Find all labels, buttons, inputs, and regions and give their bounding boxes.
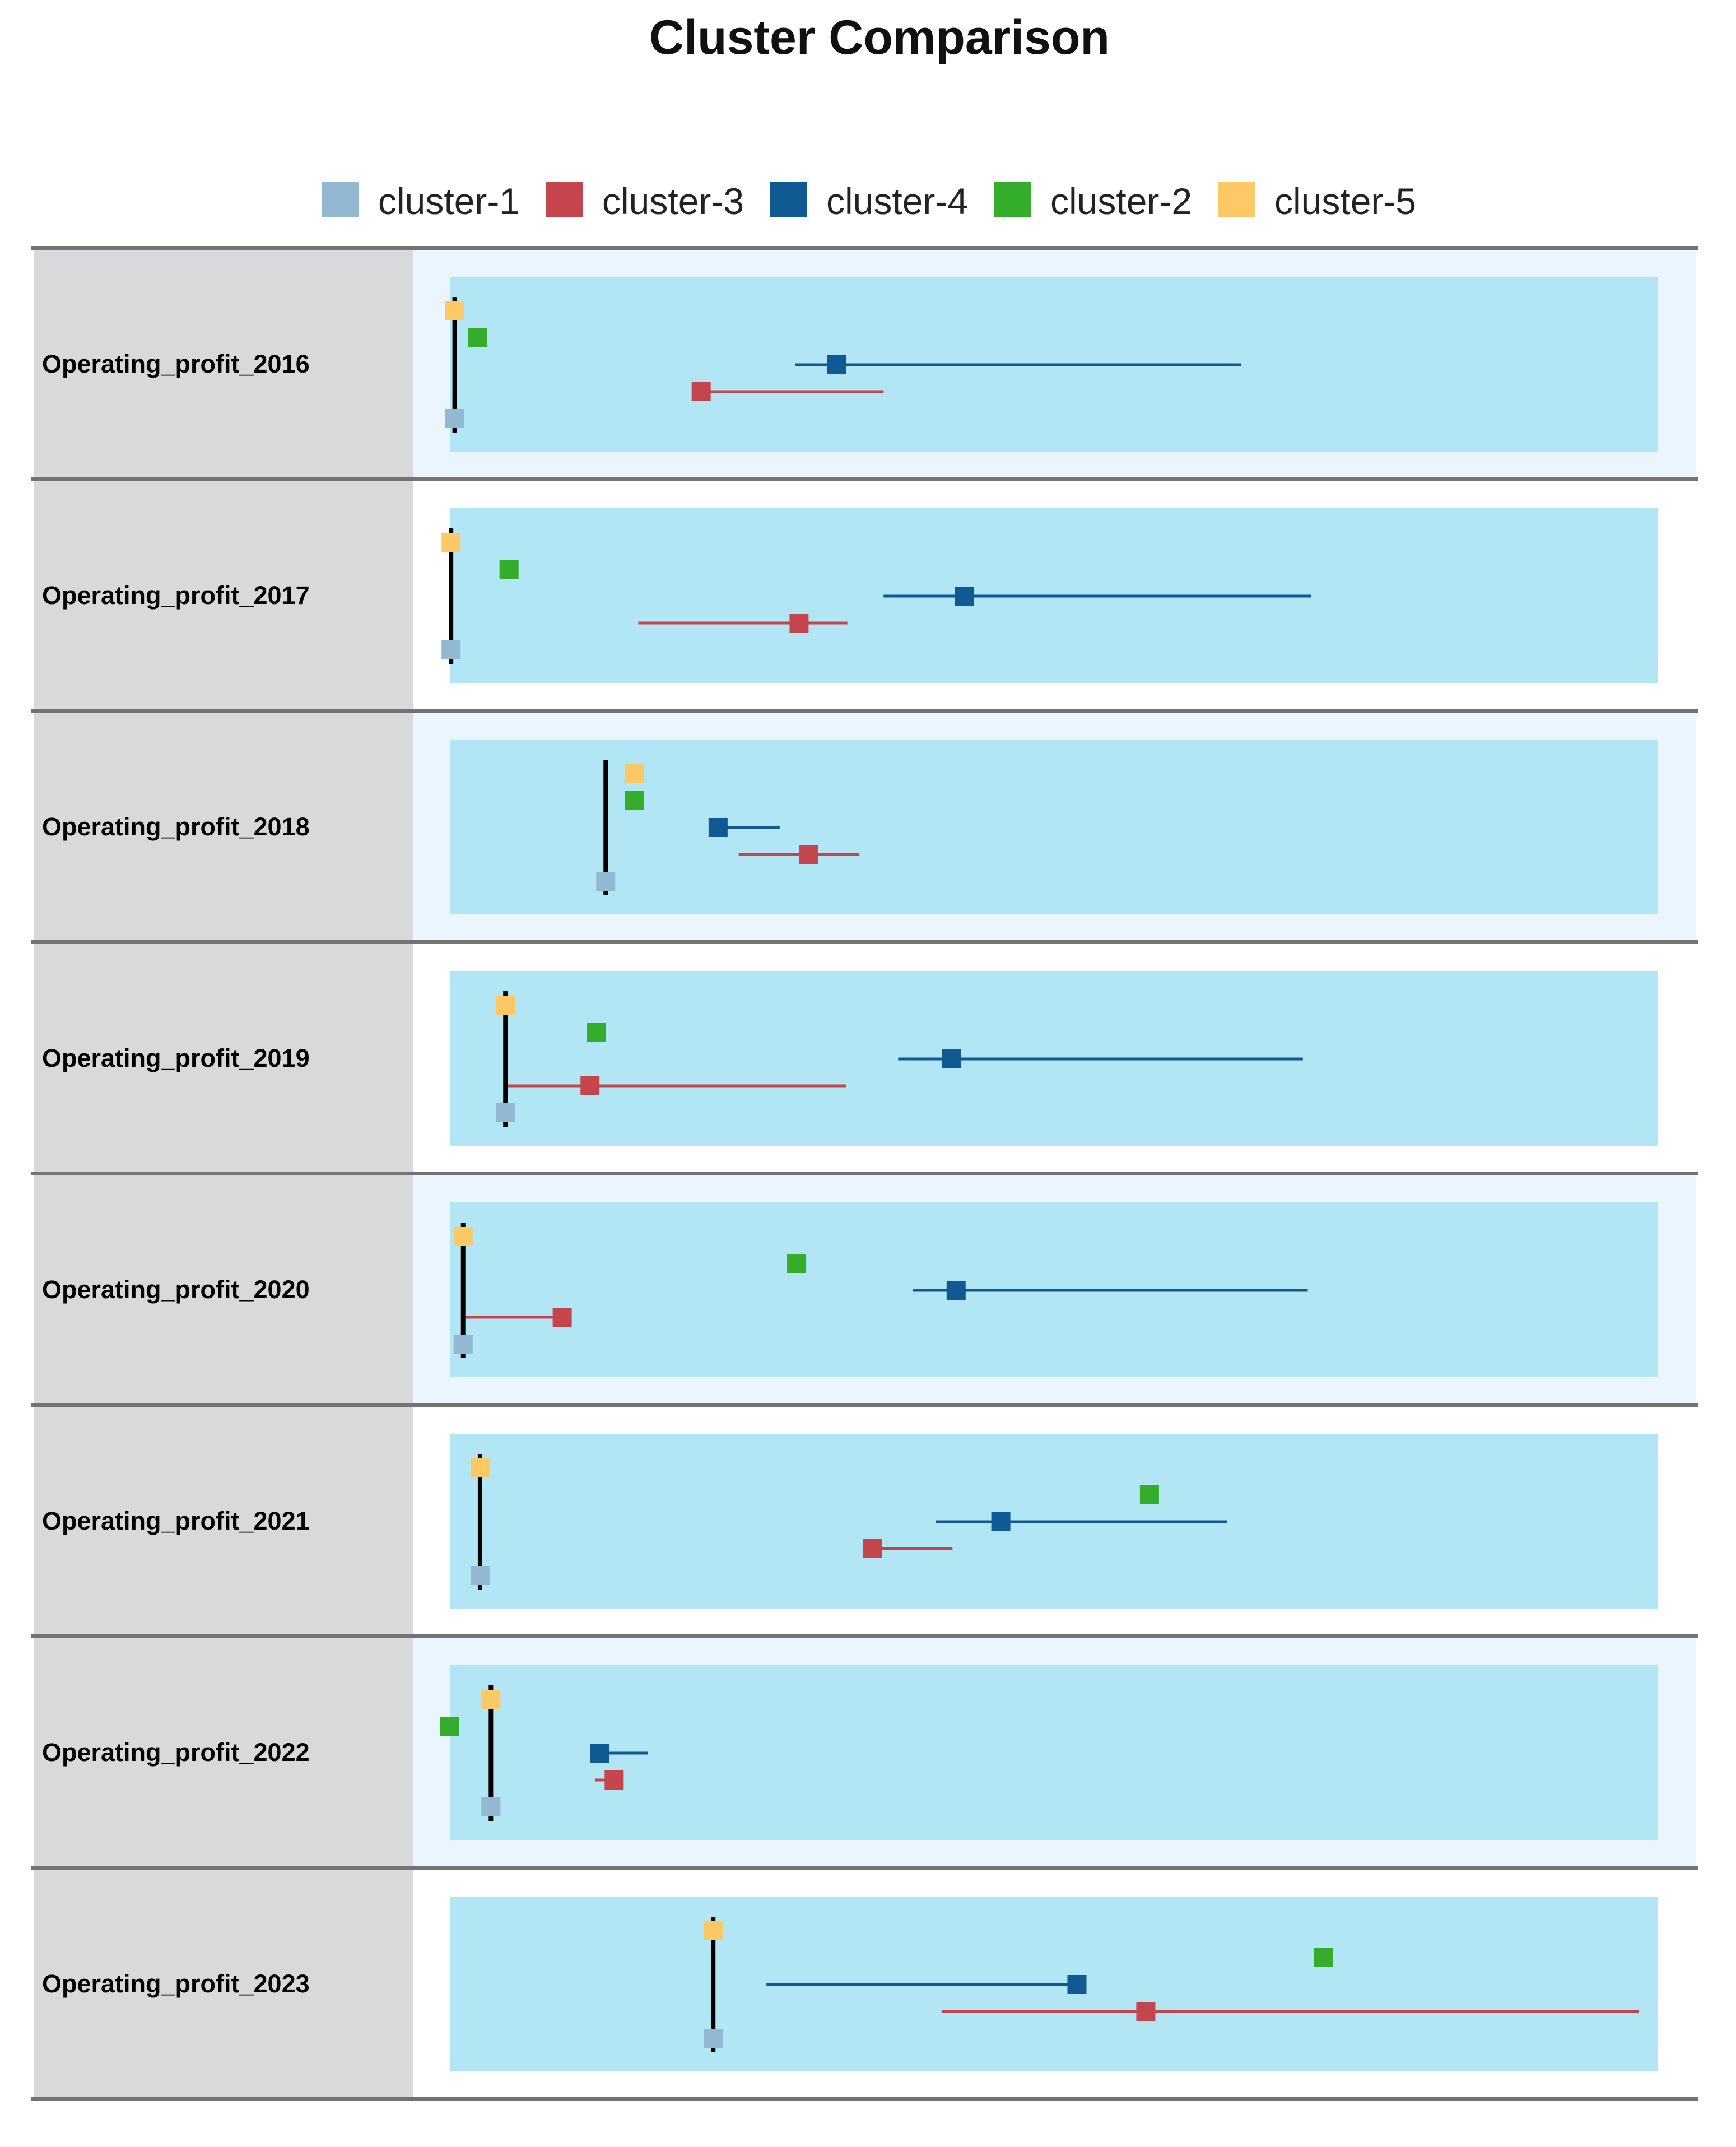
legend-swatch [770, 182, 807, 217]
marker-cluster-3 [604, 1770, 624, 1790]
legend-label: cluster-2 [1050, 180, 1192, 222]
legend-item-cluster-4: cluster-4 [770, 180, 968, 222]
marker-cluster-2 [1139, 1485, 1159, 1504]
marker-cluster-5 [453, 1227, 473, 1246]
marker-cluster-4 [1067, 1975, 1087, 1994]
marker-cluster-1 [441, 640, 461, 659]
marker-cluster-4 [827, 355, 846, 374]
row-Operating_profit_2019: Operating_profit_2019 [31, 940, 1698, 1173]
legend-item-cluster-1: cluster-1 [322, 180, 520, 222]
marker-cluster-1 [453, 1335, 473, 1354]
legend-label: cluster-4 [826, 180, 968, 222]
chart-title: Cluster Comparison [649, 11, 1110, 64]
marker-cluster-3 [1136, 2002, 1156, 2021]
row-Operating_profit_2017: Operating_profit_2017 [31, 477, 1698, 710]
legend-swatch [994, 182, 1031, 217]
marker-cluster-4 [708, 818, 728, 837]
legend-label: cluster-1 [378, 180, 520, 222]
row-label-band [34, 710, 413, 942]
marker-cluster-2 [1314, 1948, 1333, 1967]
row-separator [31, 940, 1698, 944]
legend-item-cluster-3: cluster-3 [546, 180, 744, 222]
legend: cluster-1 cluster-3 cluster-4 cluster-2 clus… [322, 180, 1416, 222]
marker-cluster-1 [470, 1566, 490, 1585]
row-Operating_profit_2023: Operating_profit_2023 [31, 1866, 1698, 2101]
marker-cluster-5 [481, 1690, 501, 1709]
marker-cluster-5 [496, 996, 515, 1015]
row-label: Operating_profit_2019 [42, 1044, 310, 1072]
marker-cluster-1 [481, 1797, 501, 1816]
row-Operating_profit_2021: Operating_profit_2021 [31, 1403, 1698, 1636]
row-Operating_profit_2018: Operating_profit_2018 [31, 709, 1698, 942]
row-label-band [34, 1867, 413, 2099]
row-separator [31, 1172, 1698, 1175]
legend-item-cluster-5: cluster-5 [1218, 180, 1416, 222]
marker-cluster-3 [799, 845, 818, 864]
row-separator [31, 1866, 1698, 1870]
marker-cluster-1 [496, 1103, 515, 1122]
marker-cluster-5 [441, 533, 461, 552]
plot-band [450, 1665, 1658, 1840]
marker-cluster-2 [625, 791, 645, 810]
marker-cluster-3 [691, 382, 711, 401]
row-separator [31, 709, 1698, 713]
marker-cluster-4 [590, 1744, 609, 1763]
marker-cluster-4 [991, 1512, 1011, 1531]
row-label: Operating_profit_2022 [42, 1738, 310, 1767]
legend-swatch [546, 182, 583, 217]
marker-cluster-2 [440, 1717, 459, 1736]
legend-swatch [1218, 182, 1255, 217]
row-label-band [34, 942, 413, 1173]
marker-cluster-2 [787, 1254, 807, 1273]
row-label-band [34, 1173, 413, 1405]
plot-band [450, 740, 1658, 914]
marker-cluster-5 [625, 764, 645, 783]
row-label: Operating_profit_2016 [42, 350, 310, 378]
row-Operating_profit_2020: Operating_profit_2020 [31, 1172, 1698, 1405]
row-separator [31, 2097, 1698, 2101]
marker-cluster-3 [552, 1308, 572, 1327]
row-separator [31, 1403, 1698, 1407]
marker-cluster-2 [468, 328, 487, 347]
marker-cluster-2 [499, 560, 519, 579]
legend-label: cluster-3 [602, 180, 744, 222]
row-label: Operating_profit_2017 [42, 581, 310, 610]
marker-cluster-1 [704, 2029, 723, 2048]
marker-cluster-1 [596, 872, 616, 891]
marker-cluster-4 [955, 587, 974, 606]
row-separator [31, 1634, 1698, 1638]
row-label: Operating_profit_2023 [42, 1969, 310, 1998]
row-label-band [34, 1636, 413, 1867]
row-separator [31, 477, 1698, 481]
row-label-band [34, 248, 413, 479]
row-label-band [34, 479, 413, 710]
marker-cluster-3 [580, 1076, 600, 1095]
marker-cluster-5 [704, 1921, 723, 1940]
row-label-band [34, 1405, 413, 1636]
marker-cluster-5 [445, 301, 464, 320]
marker-cluster-1 [445, 409, 464, 428]
marker-cluster-2 [586, 1023, 606, 1042]
row-separator [31, 246, 1698, 250]
marker-cluster-4 [946, 1281, 966, 1300]
row-Operating_profit_2022: Operating_profit_2022 [31, 1634, 1698, 1867]
marker-cluster-4 [942, 1049, 961, 1068]
marker-cluster-5 [470, 1458, 490, 1477]
legend-item-cluster-2: cluster-2 [994, 180, 1192, 222]
legend-swatch [322, 182, 359, 217]
legend-label: cluster-5 [1274, 180, 1416, 222]
row-label: Operating_profit_2018 [42, 812, 310, 841]
row-label: Operating_profit_2021 [42, 1507, 310, 1535]
marker-cluster-3 [789, 614, 809, 633]
marker-cluster-3 [863, 1539, 882, 1558]
row-Operating_profit_2016: Operating_profit_2016 [31, 246, 1698, 479]
chart-rows: Operating_profit_2016 Operating_profit_20… [31, 246, 1698, 2101]
row-label: Operating_profit_2020 [42, 1275, 310, 1304]
